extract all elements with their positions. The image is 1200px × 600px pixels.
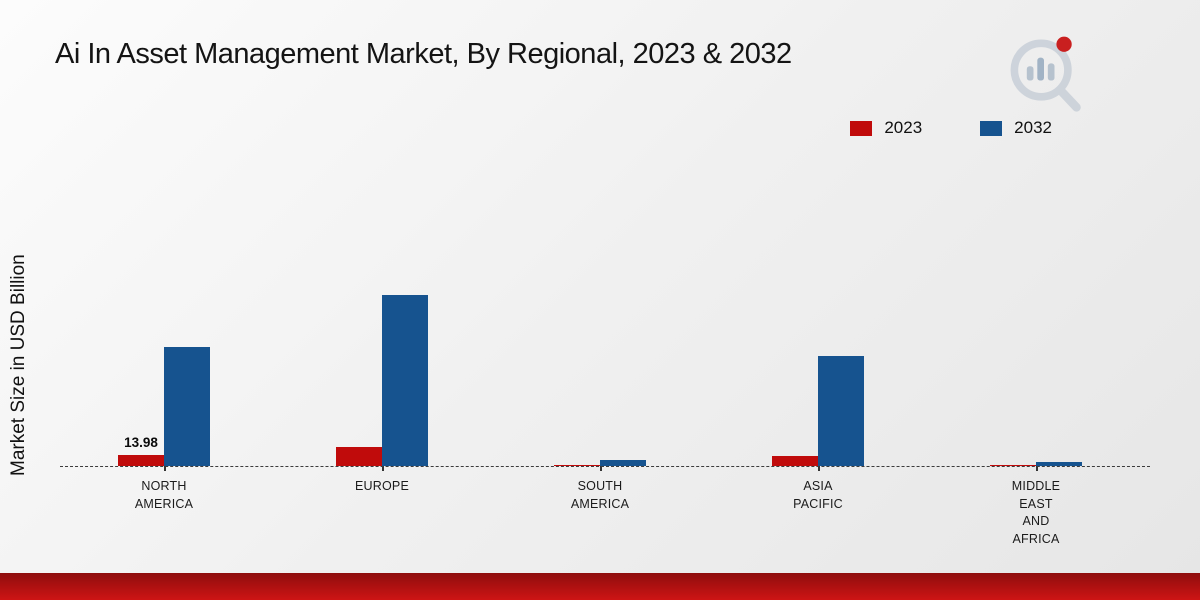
bar-2023-europe bbox=[336, 446, 382, 466]
bar-2032-europe bbox=[382, 294, 428, 466]
legend-item-2032: 2032 bbox=[980, 118, 1052, 138]
legend-swatch-2032 bbox=[980, 120, 1003, 136]
category-label-europe: EUROPE bbox=[355, 479, 409, 493]
x-axis-baseline bbox=[60, 466, 1150, 467]
legend-label-2032: 2032 bbox=[1014, 118, 1052, 137]
category-label-middle-east-and-africa: MIDDLE EAST AND AFRICA bbox=[1011, 479, 1061, 546]
category-group-middle-east-and-africa: MIDDLE EAST AND AFRICA bbox=[927, 100, 1145, 546]
axis-tick bbox=[1036, 466, 1038, 471]
brand-logo-icon bbox=[998, 28, 1090, 114]
bar-2023-middle-east-and-africa bbox=[990, 465, 1036, 466]
bars-middle-east-and-africa bbox=[990, 462, 1082, 466]
category-group-north-america: 13.98 NORTH AMERICA bbox=[55, 100, 273, 511]
bar-value-label: 13.98 bbox=[124, 434, 158, 450]
chart-title: Ai In Asset Management Market, By Region… bbox=[55, 38, 792, 70]
plot-area: 13.98 NORTH AMERICA EUROPE SOUTH AMERICA ASI… bbox=[55, 100, 1145, 546]
category-label-north-america: NORTH AMERICA bbox=[134, 479, 194, 511]
y-axis-label: Market Size in USD Billion bbox=[8, 254, 29, 476]
category-group-asia-pacific: ASIA PACIFIC bbox=[709, 100, 927, 511]
bars-south-america bbox=[554, 459, 646, 466]
axis-tick bbox=[600, 466, 602, 471]
legend-swatch-2023 bbox=[850, 120, 873, 136]
bar-2023-south-america bbox=[554, 464, 600, 466]
bar-2032-south-america bbox=[600, 459, 646, 466]
legend-label-2023: 2023 bbox=[884, 118, 923, 137]
category-label-asia-pacific: ASIA PACIFIC bbox=[793, 479, 843, 511]
axis-tick bbox=[818, 466, 820, 471]
category-group-europe: EUROPE bbox=[273, 100, 491, 493]
footer-red-band bbox=[0, 573, 1200, 600]
bars-north-america: 13.98 bbox=[118, 346, 210, 466]
bar-2032-north-america bbox=[164, 346, 210, 466]
category-group-south-america: SOUTH AMERICA bbox=[491, 100, 709, 511]
bar-2023-north-america bbox=[118, 454, 164, 466]
bar-2032-middle-east-and-africa bbox=[1036, 462, 1082, 466]
bar-2032-asia-pacific bbox=[818, 356, 864, 466]
legend: 2023 2032 bbox=[850, 118, 1052, 138]
legend-item-2023: 2023 bbox=[850, 118, 922, 138]
axis-tick bbox=[164, 466, 166, 471]
category-label-south-america: SOUTH AMERICA bbox=[570, 479, 630, 511]
axis-tick bbox=[382, 466, 384, 471]
bars-europe bbox=[336, 294, 428, 466]
bar-2023-asia-pacific bbox=[772, 456, 818, 466]
bars-asia-pacific bbox=[772, 356, 864, 466]
